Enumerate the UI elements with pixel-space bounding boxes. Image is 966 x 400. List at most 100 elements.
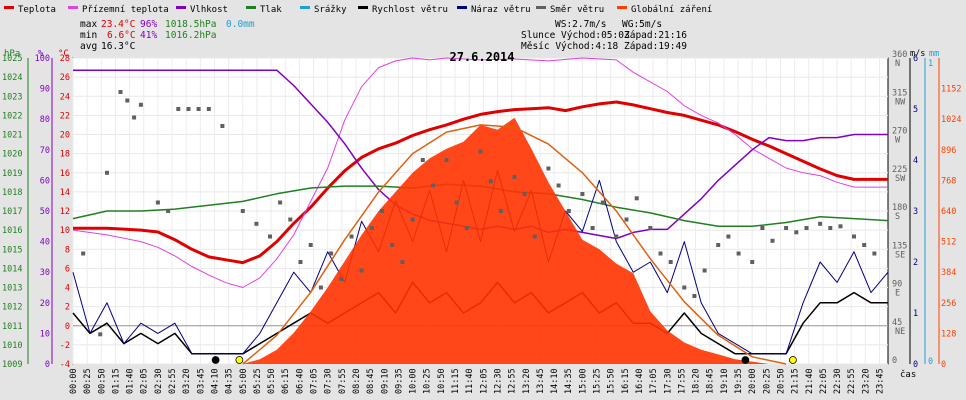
x-tick-label: 04:35 [225,368,235,394]
pressure-tick-label: 1024 [2,73,22,83]
wind-direction-point [349,234,354,239]
axis-unit-precip: mm [929,49,939,59]
precip-tick-label: 1 [928,59,933,69]
wind-direction-point [590,226,595,230]
wind-direction-point [196,107,201,111]
x-tick-label: 08:20 [352,368,362,394]
pressure-tick-label: 1010 [2,341,22,351]
legend-label: Vlhkost [190,5,228,15]
wind-direction-point [784,226,789,230]
x-tick-label: 12:55 [508,368,518,394]
wind-direction-point [400,260,405,264]
chart-title: 27.6.2014 [449,50,514,64]
legend-label: Přízemní teplota [82,5,169,15]
humidity-tick-label: 50 [40,207,50,217]
x-tick-label: 00:25 [83,368,93,394]
x-tick-label: 02:55 [168,368,178,394]
x-tick-label: 22:05 [819,368,829,394]
temperature-tick-label: 20 [60,131,70,141]
x-tick-label: 05:25 [253,368,263,394]
wind-direction-point [668,260,673,264]
wind-direction-point [359,268,364,273]
wind-direction-point [186,107,191,111]
wind-direction-tick-label: 180 [892,203,907,213]
wind-direction-point [390,243,395,247]
x-tick-label: 04:10 [211,368,221,394]
x-tick-label: 13:45 [536,368,546,394]
wind-direction-point [770,238,775,243]
pressure-tick-label: 1022 [2,111,22,121]
legend-label: Globální záření [631,5,712,15]
humidity-tick-label: 20 [40,299,50,309]
series-area-radiation [73,117,888,364]
wind-direction-point [380,209,384,213]
series [72,57,889,365]
x-tick-label: 01:40 [126,368,136,394]
wind-speed-tick-label: 3 [913,207,918,217]
pressure-tick-label: 1009 [2,360,22,370]
wind-direction-point [240,209,245,213]
axis-unit-temperature: °C [58,49,69,59]
pressure-tick-label: 1025 [2,54,22,64]
x-tick-label: 16:40 [635,368,645,394]
info-sun-rise: Slunce Východ:05:03 [521,30,630,41]
temperature-tick-label: -4 [60,360,70,370]
wind-direction-point [318,285,323,290]
wind-direction-point [155,200,160,205]
x-tick-label: 23:20 [861,368,871,394]
legend-swatch [536,6,546,9]
x-tick-label: 07:30 [324,368,334,394]
pressure-tick-label: 1020 [2,150,22,160]
axis-unit-wind-speed: m/s [910,49,925,59]
humidity-tick-label: 70 [40,146,50,156]
wind-speed-tick-label: 6 [913,54,918,64]
legend-swatch [246,6,256,9]
wind-direction-compass-label: SE [895,250,905,260]
x-tick-label: 06:15 [281,368,291,394]
wind-direction-point [760,226,765,230]
wind-direction-point [716,243,721,247]
wind-direction-point [532,234,537,239]
temperature-tick-label: -2 [60,341,70,351]
temperature-tick-label: 12 [60,207,70,217]
x-tick-label: 19:35 [734,368,744,394]
radiation-tick-label: 768 [941,176,956,186]
wind-direction-point [220,124,225,128]
wind-direction-point [298,260,303,264]
x-tick-label: 15:00 [578,368,588,394]
temperature-tick-label: 28 [60,54,70,64]
wind-direction-point [254,221,259,226]
wind-direction-tick-label: 360 [892,50,907,60]
pressure-tick-label: 1013 [2,284,22,294]
x-tick-label: 07:05 [310,368,320,394]
humidity-tick-label: 10 [40,329,50,339]
wind-direction-compass-label: W [895,136,901,146]
wind-direction-point [339,277,344,281]
wind-direction-point [634,196,639,201]
wind-direction-point [478,149,483,154]
wind-speed-tick-label: 4 [913,156,918,166]
x-tick-label: 22:30 [833,368,843,394]
min-press: 1016.2hPa [165,30,216,41]
wind-direction-compass-label: N [895,59,900,69]
info-ws: WS:2.7m/s [555,19,606,30]
temperature-tick-label: 10 [60,226,70,236]
wind-direction-point [556,183,561,188]
info-moon-set: Západ:19:49 [624,41,687,52]
x-tick-label: 03:20 [182,368,192,394]
legend: Teplota Přízemní teplota Vlhkost Tlak Srážky… [4,5,712,15]
legend-label: Tlak [260,5,282,15]
x-tick-label: 20:00 [748,368,758,394]
x-axis-label: čas [900,369,916,380]
x-tick-label: 10:00 [409,368,419,394]
temperature-tick-label: 26 [60,73,70,83]
pressure-tick-label: 1019 [2,169,22,179]
wind-direction-point [98,332,103,337]
x-tick-label: 11:40 [465,368,475,394]
x-tick-label: 19:10 [720,368,730,394]
x-tick-label: 14:10 [550,368,560,394]
temperature-tick-label: 22 [60,111,70,121]
humidity-tick-label: 30 [40,268,50,278]
legend-label: Teplota [18,5,56,15]
info-wg: WG:5m/s [622,19,662,30]
